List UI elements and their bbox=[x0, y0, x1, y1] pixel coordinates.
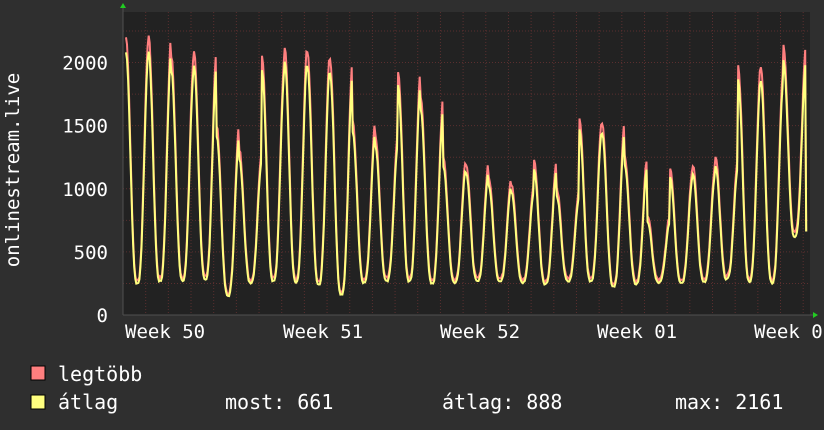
stat-maximum: max: 2161 bbox=[675, 390, 783, 414]
y-tick-label: 0 bbox=[97, 305, 108, 327]
y-tick-label: 500 bbox=[74, 242, 108, 264]
legend-label-max: legtöbb bbox=[58, 362, 142, 386]
legend-label-avg: átlag bbox=[58, 390, 118, 414]
axes bbox=[120, 3, 818, 318]
x-tick-label: Week 01 bbox=[597, 321, 677, 343]
y-axis-label: onlinestream.live bbox=[2, 73, 24, 267]
legend: legtöbb átlag most: 661 átlag: 888 max: … bbox=[30, 362, 783, 414]
stat-current: most: 661 bbox=[225, 390, 333, 414]
x-tick-label: Week 52 bbox=[440, 321, 520, 343]
y-tick-label: 2000 bbox=[62, 53, 108, 75]
y-tick-label: 1500 bbox=[62, 116, 108, 138]
x-tick-label: Week 0 bbox=[754, 321, 823, 343]
stat-average: átlag: 888 bbox=[442, 390, 562, 414]
x-tick-label: Week 51 bbox=[283, 321, 363, 343]
legend-swatch-avg bbox=[30, 394, 46, 410]
x-tick-labels: Week 50 Week 51 Week 52 Week 01 Week 0 bbox=[125, 321, 823, 343]
y-tick-labels: 0 500 1000 1500 2000 bbox=[62, 53, 108, 328]
series-lines bbox=[125, 35, 808, 298]
y-tick-label: 1000 bbox=[62, 179, 108, 201]
x-axis-arrow bbox=[813, 312, 818, 318]
legend-swatch-max bbox=[30, 365, 46, 381]
series-line-avg bbox=[125, 51, 808, 298]
y-axis-arrow bbox=[120, 3, 126, 8]
x-tick-label: Week 50 bbox=[125, 321, 205, 343]
